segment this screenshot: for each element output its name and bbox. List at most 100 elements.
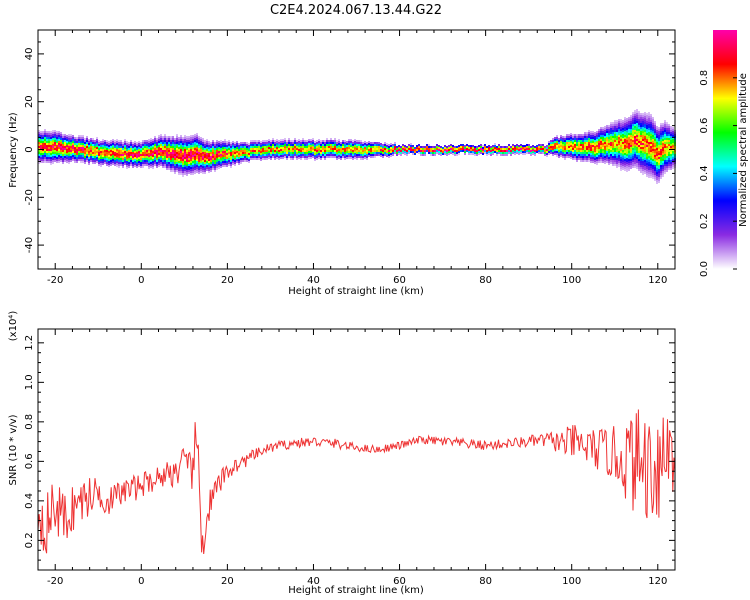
heatmap-cell [652, 167, 654, 169]
heatmap-cell [246, 142, 248, 144]
heatmap-cell [190, 135, 192, 137]
heatmap-cell [672, 163, 674, 165]
heatmap-cell [548, 149, 550, 151]
heatmap-cell [144, 140, 146, 142]
heatmap-cell [662, 139, 664, 141]
heatmap-cell [562, 142, 564, 144]
heatmap-cell [664, 120, 666, 122]
colorbar: 0.00.20.40.60.8 Normalized spectral ampl… [699, 30, 749, 277]
heatmap-cell [570, 149, 572, 151]
heatmap-cell [520, 150, 522, 152]
heatmap-cell [616, 138, 618, 140]
heatmap-cell [202, 142, 204, 144]
heatmap-cell [646, 163, 648, 165]
heatmap-cell [226, 155, 228, 157]
heatmap-cell [64, 154, 66, 156]
heatmap-cell [284, 142, 286, 144]
heatmap-cell [484, 152, 486, 154]
heatmap-cell [590, 143, 592, 145]
heatmap-cell [654, 165, 656, 167]
heatmap-cell [642, 125, 644, 127]
heatmap-cell [56, 135, 58, 137]
heatmap-cell [618, 119, 620, 121]
heatmap-cell [120, 162, 122, 164]
heatmap-cell [592, 139, 594, 141]
heatmap-cell [248, 151, 250, 153]
heatmap-cell [282, 139, 284, 141]
heatmap-cell [198, 140, 200, 142]
heatmap-cell [352, 140, 354, 142]
heatmap-cell [176, 152, 178, 154]
heatmap-cell [376, 152, 378, 154]
heatmap-cell [646, 123, 648, 125]
heatmap-cell [332, 146, 334, 148]
heatmap-cell [576, 158, 578, 160]
heatmap-cell [160, 154, 162, 156]
heatmap-cell [102, 147, 104, 149]
heatmap-cell [108, 155, 110, 157]
heatmap-cell [662, 159, 664, 161]
heatmap-cell [146, 164, 148, 166]
heatmap-cell [662, 137, 664, 139]
heatmap-cell [212, 168, 214, 170]
heatmap-cell [222, 143, 224, 145]
heatmap-cell [464, 151, 466, 153]
heatmap-cell [542, 146, 544, 148]
heatmap-cell [252, 148, 254, 150]
heatmap-cell [98, 160, 100, 162]
heatmap-cell [102, 163, 104, 165]
heatmap-cell [240, 144, 242, 146]
heatmap-cell [634, 118, 636, 120]
heatmap-cell [560, 143, 562, 145]
heatmap-cell [176, 158, 178, 160]
heatmap-cell [198, 164, 200, 166]
heatmap-cell [586, 158, 588, 160]
heatmap-cell [298, 139, 300, 141]
heatmap-cell [320, 140, 322, 142]
heatmap-cell [644, 130, 646, 132]
heatmap-cell [330, 150, 332, 152]
heatmap-cell [182, 159, 184, 161]
heatmap-cell [314, 159, 316, 161]
heatmap-cell [658, 163, 660, 165]
heatmap-cell [616, 136, 618, 138]
heatmap-cell [190, 137, 192, 139]
heatmap-cell [66, 159, 68, 161]
heatmap-cell [380, 149, 382, 151]
heatmap-cell [622, 130, 624, 132]
heatmap-cell [66, 137, 68, 139]
heatmap-cell [96, 139, 98, 141]
heatmap-cell [164, 158, 166, 160]
heatmap-cell [626, 156, 628, 158]
heatmap-cell [644, 158, 646, 160]
heatmap-cell [558, 156, 560, 158]
heatmap-cell [262, 148, 264, 150]
heatmap-cell [608, 133, 610, 135]
heatmap-cell [618, 145, 620, 147]
heatmap-cell [318, 151, 320, 153]
heatmap-cell [668, 142, 670, 144]
heatmap-cell [454, 152, 456, 154]
heatmap-cell [378, 150, 380, 152]
heatmap-cell [410, 145, 412, 147]
heatmap-cell [170, 170, 172, 172]
heatmap-cell [616, 124, 618, 126]
heatmap-cell [168, 136, 170, 138]
heatmap-cell [230, 154, 232, 156]
heatmap-cell [80, 135, 82, 137]
heatmap-cell [292, 142, 294, 144]
heatmap-cell [276, 147, 278, 149]
heatmap-cell [46, 149, 48, 151]
heatmap-cell [656, 152, 658, 154]
heatmap-cell [86, 160, 88, 162]
heatmap-cell [198, 170, 200, 172]
heatmap-cell [366, 150, 368, 152]
heatmap-cell [294, 138, 296, 140]
heatmap-cell [112, 149, 114, 151]
heatmap-cell [66, 155, 68, 157]
heatmap-cell [562, 148, 564, 150]
heatmap-cell [660, 167, 662, 169]
heatmap-cell [70, 154, 72, 156]
heatmap-cell [346, 145, 348, 147]
heatmap-cell [46, 135, 48, 137]
